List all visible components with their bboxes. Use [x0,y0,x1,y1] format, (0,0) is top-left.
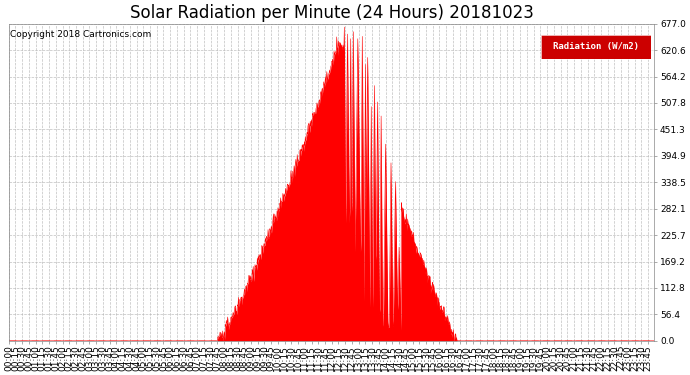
Text: Copyright 2018 Cartronics.com: Copyright 2018 Cartronics.com [10,30,151,39]
Title: Solar Radiation per Minute (24 Hours) 20181023: Solar Radiation per Minute (24 Hours) 20… [130,4,533,22]
